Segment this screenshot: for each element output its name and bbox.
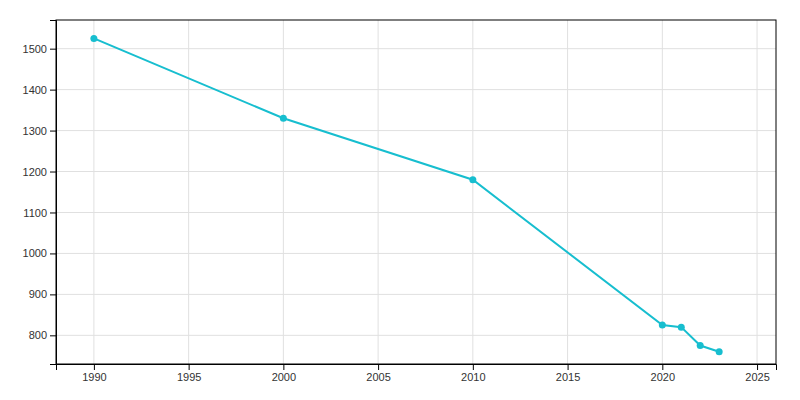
grid-line-x: [378, 20, 379, 364]
y-tick-label: 800: [29, 329, 47, 341]
point: [90, 35, 97, 42]
x-tick: 2015: [556, 364, 580, 383]
x-tick: 1995: [177, 364, 201, 383]
y-tick: 900: [29, 288, 56, 300]
y-tick-label: 1200: [23, 166, 47, 178]
x-tick-mark: [189, 364, 190, 370]
x-tick: 1990: [82, 364, 106, 383]
y-tick-mark: [50, 253, 56, 254]
y-tick-label: 900: [29, 288, 47, 300]
x-tick-label: 1990: [82, 371, 106, 383]
y-tick-label: 1500: [23, 43, 47, 55]
x-tick-label: 2025: [745, 371, 769, 383]
point: [697, 342, 704, 349]
grid-line-x: [188, 20, 189, 364]
x-tick-mark: [662, 364, 663, 370]
grid-line-y: [56, 171, 776, 172]
x-tick: 2005: [366, 364, 390, 383]
y-tick-mark: [50, 90, 56, 91]
grid: [56, 20, 776, 364]
point: [716, 348, 723, 355]
grid-line-y: [56, 253, 776, 254]
point: [678, 324, 685, 331]
x-tick: 2025: [745, 364, 769, 383]
x-tick-label: 2000: [272, 371, 296, 383]
x-tick-mark: [568, 364, 569, 370]
y-tick: 1400: [23, 84, 56, 96]
y-tick-mark: [50, 212, 56, 213]
grid-line-y: [56, 48, 776, 49]
grid-line-x: [567, 20, 568, 364]
point: [280, 115, 287, 122]
plot-area: 1990 1995 2000 2005 2010 2015 2020 2025 800 900 10…: [23, 20, 777, 383]
y-axis: 800 900 1000 1100 1200 1300 1400 1500: [23, 21, 57, 365]
grid-line-y: [56, 212, 776, 213]
x-tick-label: 2015: [556, 371, 580, 383]
grid-line-y: [56, 89, 776, 90]
x-tick-label: 2010: [461, 371, 485, 383]
y-tick: 1200: [23, 166, 56, 178]
plot-frame: [56, 20, 776, 364]
y-tick-label: 1100: [23, 206, 47, 218]
y-tick-mark: [50, 294, 56, 295]
grid-line-x: [283, 20, 284, 364]
grid-line-x: [93, 20, 94, 364]
x-axis-line: [57, 365, 777, 371]
x-tick-mark: [94, 364, 95, 370]
y-tick-mark: [50, 335, 56, 336]
x-tick-label: 2005: [366, 371, 390, 383]
grid-line-x: [662, 20, 663, 364]
y-tick: 1300: [23, 125, 56, 137]
x-tick-mark: [473, 364, 474, 370]
grid-line-x: [472, 20, 473, 364]
y-tick-label: 1000: [23, 247, 47, 259]
grid-line-y: [56, 335, 776, 336]
y-tick-label: 1400: [23, 84, 47, 96]
grid-line-y: [56, 130, 776, 131]
y-tick-mark: [50, 49, 56, 50]
x-tick-label: 2020: [651, 371, 675, 383]
point: [659, 322, 666, 329]
line: [94, 38, 719, 351]
data-layer: [90, 35, 722, 355]
x-tick: 2020: [651, 364, 675, 383]
x-tick: 2000: [272, 364, 296, 383]
y-tick: 1500: [23, 43, 56, 55]
y-tick-mark: [50, 131, 56, 132]
y-tick: 1000: [23, 247, 56, 259]
x-tick-mark: [378, 364, 379, 370]
y-tick: 1100: [23, 206, 56, 218]
x-tick: 2010: [461, 364, 485, 383]
chart-container: 1990 1995 2000 2005 2010 2015 2020 2025 800 900 10…: [0, 0, 800, 400]
y-tick-mark: [50, 172, 56, 173]
x-axis: 1990 1995 2000 2005 2010 2015 2020 2025: [57, 364, 777, 383]
y-tick: 800: [29, 329, 56, 341]
x-tick-label: 1995: [177, 371, 201, 383]
y-tick-label: 1300: [23, 125, 47, 137]
grid-line-x: [757, 20, 758, 364]
chart-svg: 1990 1995 2000 2005 2010 2015 2020 2025 800 900 10…: [0, 0, 800, 400]
x-tick-mark: [283, 364, 284, 370]
x-tick-mark: [757, 364, 758, 370]
grid-line-y: [56, 294, 776, 295]
point: [469, 176, 476, 183]
